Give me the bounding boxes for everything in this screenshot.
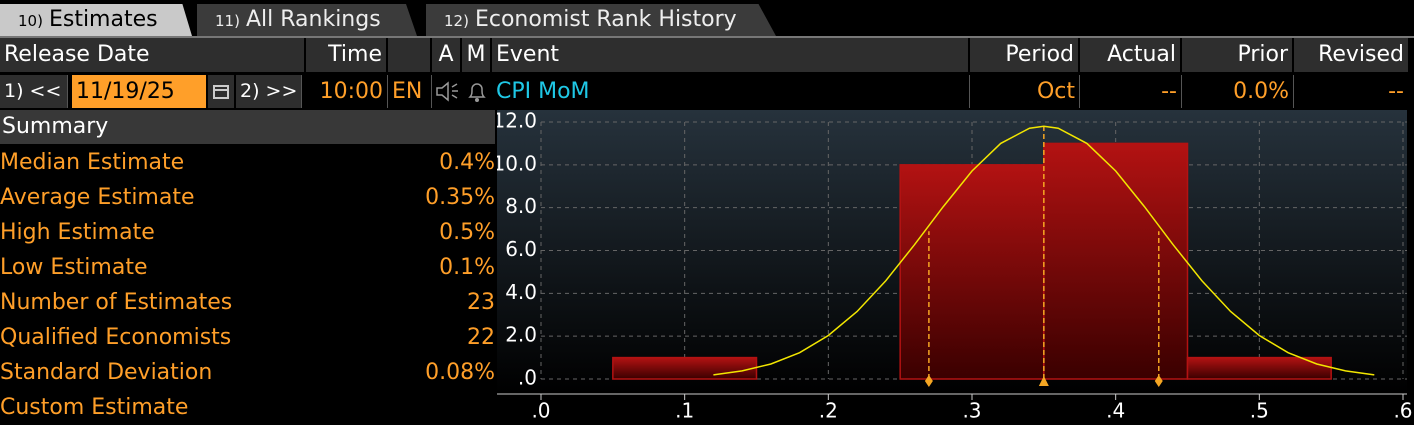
summary-value: 22 (467, 325, 495, 350)
summary-label: Average Estimate (0, 185, 195, 210)
header-cell: Release Date (0, 38, 306, 72)
actual: -- (1080, 75, 1182, 108)
divider (0, 36, 1414, 38)
summary-label: Custom Estimate (0, 395, 189, 420)
x-tick-label: .2 (819, 399, 838, 423)
bar (612, 356, 758, 380)
tab[interactable]: 11) All Rankings (197, 4, 417, 36)
summary-label: Qualified Economists (0, 325, 232, 350)
summary-label: Number of Estimates (0, 290, 233, 315)
header-cell: M (462, 38, 492, 72)
summary-value: 23 (467, 290, 495, 315)
summary-value: 0.1% (439, 255, 495, 280)
header-cell: Time (306, 38, 388, 72)
period: Oct (970, 75, 1080, 108)
marker-diamond (1154, 375, 1163, 387)
x-tick-label: .4 (1106, 399, 1125, 423)
event[interactable]: CPI MoM (492, 75, 970, 108)
bar (1043, 142, 1189, 380)
header-cell: Period (970, 38, 1080, 72)
x-tick-label: .6 (1393, 399, 1412, 423)
y-tick-label: 6.0 (505, 237, 537, 261)
header-cell: Actual (1080, 38, 1182, 72)
y-tick-label: .0 (518, 366, 537, 390)
bar (1186, 356, 1332, 380)
bell-icon (468, 83, 486, 102)
back-button[interactable]: 1) << (0, 75, 68, 108)
summary-value: 0.5% (439, 220, 495, 245)
forward-button[interactable]: 2) >> (236, 75, 302, 108)
tab-label: Economist Rank History (474, 7, 737, 32)
header-cell: A (432, 38, 462, 72)
summary-value: 0.4% (439, 150, 495, 175)
summary-value: 0.08% (425, 360, 495, 385)
tab[interactable]: 10) Estimates (0, 4, 192, 36)
tab-number: 12) (444, 12, 469, 30)
fit-curve (713, 125, 1375, 376)
time: 10:00 (308, 75, 388, 108)
y-tick-label: 8.0 (505, 194, 537, 218)
prior: 0.0% (1182, 75, 1294, 108)
summary-label: Standard Deviation (0, 360, 213, 385)
date-input[interactable]: 11/19/25 (72, 75, 206, 108)
tab-label: Estimates (48, 7, 158, 32)
tab[interactable]: 12) Economist Rank History (426, 4, 776, 36)
summary-title: Summary (0, 110, 495, 144)
tab-label: All Rankings (245, 7, 381, 32)
summary-label: Median Estimate (0, 150, 185, 175)
summary-label: High Estimate (0, 220, 155, 245)
revised: -- (1388, 79, 1404, 104)
y-tick-label: 4.0 (505, 280, 537, 304)
x-tick-label: .1 (675, 399, 694, 423)
speaker-icon (436, 81, 458, 102)
alert-button[interactable] (462, 75, 492, 108)
audio-button[interactable] (432, 75, 462, 108)
header-cell: Prior (1182, 38, 1294, 72)
bar (899, 164, 1045, 380)
x-tick-label: .0 (531, 399, 550, 423)
calendar-button[interactable] (208, 75, 234, 108)
header-cell: Event (492, 38, 970, 72)
x-tick-label: .5 (1250, 399, 1269, 423)
tab-number: 11) (215, 12, 240, 30)
chart: .0 2.0 4.0 6.0 8.0 10.0 12.0 .0 .1 .2 .3 .4 .5 .6 (497, 110, 1413, 423)
region: EN (388, 75, 432, 108)
y-tick-label: 10.0 (497, 151, 537, 175)
marker-diamond (924, 375, 933, 387)
y-tick-label: 2.0 (505, 323, 537, 347)
summary-value: 0.35% (425, 185, 495, 210)
calendar-icon (213, 85, 229, 99)
marker-triangle (1038, 376, 1049, 386)
header-cell: Revised (1294, 38, 1408, 72)
y-tick-label: 12.0 (497, 110, 537, 133)
x-tick-label: .3 (962, 399, 981, 423)
summary-label: Low Estimate (0, 255, 148, 280)
tab-number: 10) (18, 12, 43, 30)
header-cell (388, 38, 432, 72)
